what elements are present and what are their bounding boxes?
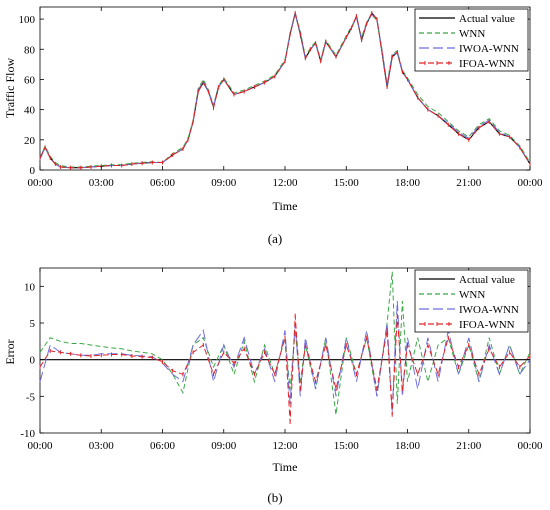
y-axis-label: Traffic Flow bbox=[3, 57, 17, 118]
series-layer bbox=[39, 271, 531, 424]
y-tick-label: 0 bbox=[30, 165, 36, 177]
x-tick-label: 00:00 bbox=[517, 440, 543, 452]
legend: Actual value WNN IWOA-WNN IFOA-WNN bbox=[414, 8, 529, 72]
x-tick-label: 03:00 bbox=[89, 440, 115, 452]
legend-label: Actual value bbox=[459, 274, 515, 286]
legend: Actual value WNN IWOA-WNN IFOA-WNN bbox=[414, 269, 529, 333]
y-tick-label: 40 bbox=[24, 105, 36, 117]
legend-box bbox=[414, 269, 529, 333]
legend-label: WNN bbox=[459, 28, 485, 40]
panel-label-b: (b) bbox=[267, 490, 282, 505]
x-tick-label: 09:00 bbox=[211, 440, 237, 452]
x-tick-label: 06:00 bbox=[150, 440, 176, 452]
series-layer bbox=[39, 11, 531, 170]
y-tick-label: 0 bbox=[30, 355, 36, 367]
x-tick-label: 00:00 bbox=[517, 177, 543, 189]
y-tick-label: 10 bbox=[24, 281, 36, 293]
x-tick-label: 06:00 bbox=[150, 177, 176, 189]
x-tick-label: 00:00 bbox=[27, 440, 53, 452]
x-tick-label: 15:00 bbox=[334, 440, 360, 452]
chart-panel-a: 00:00 03:00 06:00 09:00 12:00 15:00 18:00 21:00… bbox=[3, 6, 543, 246]
legend-label: IWOA-WNN bbox=[459, 304, 519, 316]
y-tick-label: 100 bbox=[19, 14, 36, 26]
legend-label: WNN bbox=[459, 289, 485, 301]
legend-label: IWOA-WNN bbox=[459, 43, 519, 55]
x-tick-label: 00:00 bbox=[27, 177, 53, 189]
legend-box bbox=[414, 8, 529, 72]
y-tick-label: -5 bbox=[26, 391, 36, 403]
legend-label: IFOA-WNN bbox=[459, 319, 515, 331]
legend-label: IFOA-WNN bbox=[459, 58, 515, 70]
y-tick-label: 80 bbox=[24, 44, 36, 56]
series-line-wnn bbox=[39, 12, 531, 168]
x-axis-label: Time bbox=[273, 460, 298, 474]
x-tick-label: 12:00 bbox=[272, 177, 298, 189]
y-tick-label: 60 bbox=[24, 74, 36, 86]
x-tick-label: 21:00 bbox=[456, 177, 482, 189]
y-tick-label: 5 bbox=[30, 318, 36, 330]
x-tick-label: 18:00 bbox=[395, 440, 421, 452]
x-tick-label: 09:00 bbox=[211, 177, 237, 189]
series-line-wnn bbox=[39, 271, 531, 415]
legend-label: Actual value bbox=[459, 13, 515, 25]
y-axis-label: Error bbox=[3, 339, 17, 364]
x-tick-label: 15:00 bbox=[334, 177, 360, 189]
ticks-layer: 00:00 03:00 06:00 09:00 12:00 15:00 18:00 21:00… bbox=[20, 268, 543, 452]
chart-panel-b: 00:00 03:00 06:00 09:00 12:00 15:00 18:00 21:00… bbox=[3, 267, 543, 505]
x-axis-label: Time bbox=[273, 199, 298, 213]
y-tick-label: 20 bbox=[24, 135, 36, 147]
panel-label-a: (a) bbox=[268, 231, 282, 246]
x-tick-label: 18:00 bbox=[395, 177, 421, 189]
y-tick-label: -10 bbox=[20, 428, 35, 440]
x-tick-label: 12:00 bbox=[272, 440, 298, 452]
x-tick-label: 21:00 bbox=[456, 440, 482, 452]
x-tick-label: 03:00 bbox=[89, 177, 115, 189]
